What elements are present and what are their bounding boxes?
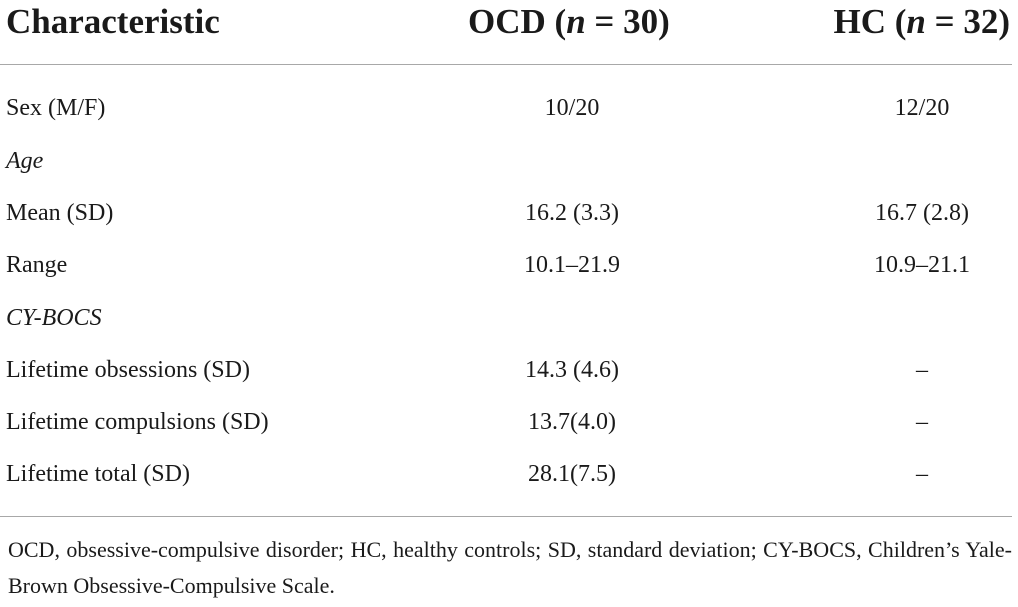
row-ocd-value: 10/20 — [544, 95, 600, 121]
table-row: Age — [0, 141, 1018, 181]
header-divider — [0, 64, 1012, 65]
row-ocd-value: 16.2 (3.3) — [525, 200, 619, 226]
section-label-cybocs: CY-BOCS — [6, 305, 102, 331]
table-footnote: OCD, obsessive-compulsive disorder; HC, … — [8, 537, 1012, 598]
row-hc-value: – — [916, 409, 928, 435]
table-header: Characteristic OCD (n = 30) HC (n = 32) — [0, 0, 1018, 44]
table-row: Sex (M/F) 10/20 12/20 — [0, 88, 1018, 128]
row-ocd-value: 14.3 (4.6) — [525, 357, 619, 383]
row-ocd-value: 13.7(4.0) — [528, 409, 616, 435]
row-label: Lifetime compulsions (SD) — [6, 409, 269, 435]
table-row: Lifetime obsessions (SD) 14.3 (4.6) – — [0, 350, 1018, 390]
row-hc-value: 16.7 (2.8) — [875, 200, 969, 226]
row-label: Lifetime total (SD) — [6, 461, 190, 487]
row-hc-value: 12/20 — [894, 95, 950, 121]
header-hc-n: n — [906, 2, 926, 41]
header-ocd-prefix: OCD ( — [468, 2, 567, 41]
table-row: Mean (SD) 16.2 (3.3) 16.7 (2.8) — [0, 193, 1018, 233]
row-label: Lifetime obsessions (SD) — [6, 357, 250, 383]
row-label: Range — [6, 252, 68, 278]
header-ocd-n: n — [566, 2, 586, 41]
header-hc-suffix: = 32) — [925, 2, 1010, 41]
header-ocd-suffix: = 30) — [585, 2, 670, 41]
footer-divider — [0, 516, 1012, 517]
table-row: Lifetime total (SD) 28.1(7.5) – — [0, 454, 1018, 494]
row-hc-value: – — [916, 357, 928, 383]
table-row: Lifetime compulsions (SD) 13.7(4.0) – — [0, 402, 1018, 442]
row-hc-value: 10.9–21.1 — [874, 252, 970, 278]
row-label: Mean (SD) — [6, 200, 114, 226]
header-hc-prefix: HC ( — [833, 2, 907, 41]
row-ocd-value: 28.1(7.5) — [528, 461, 616, 487]
row-label: Sex (M/F) — [6, 95, 106, 121]
header-characteristic: Characteristic — [6, 2, 220, 41]
row-ocd-value: 10.1–21.9 — [524, 252, 620, 278]
header-hc-group: HC (n = 32) — [834, 0, 1010, 44]
table-row: CY-BOCS — [0, 298, 1018, 338]
table-row: Range 10.1–21.9 10.9–21.1 — [0, 245, 1018, 285]
header-ocd-group: OCD (n = 30) — [468, 0, 670, 44]
section-label-age: Age — [6, 148, 44, 174]
row-hc-value: – — [916, 461, 928, 487]
